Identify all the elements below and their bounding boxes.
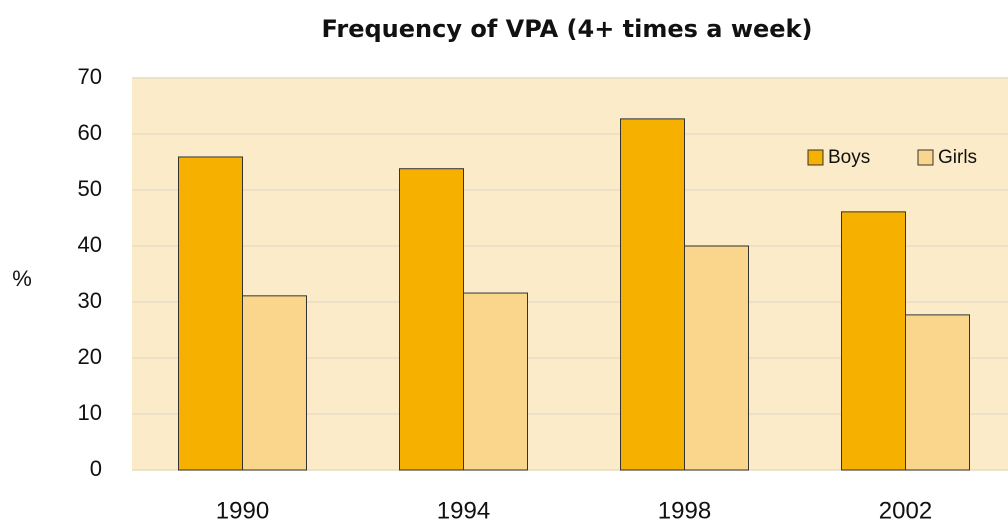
x-tick-label: 1994	[437, 497, 490, 524]
y-tick-label: 30	[78, 288, 102, 313]
bar	[463, 292, 528, 471]
chart-title: Frequency of VPA (4+ times a week)	[322, 15, 813, 43]
bar	[905, 314, 970, 471]
x-tick-label: 2002	[879, 497, 932, 524]
legend-label: Girls	[938, 147, 977, 168]
y-tick-label: 10	[78, 400, 102, 425]
legend-label: Boys	[828, 147, 870, 168]
y-tick-label: 40	[78, 232, 102, 257]
y-axis-label: %	[12, 266, 32, 291]
y-tick-label: 70	[78, 64, 102, 89]
bar	[841, 211, 906, 471]
bar	[399, 168, 464, 471]
bar	[620, 118, 685, 471]
x-tick-label: 1990	[216, 497, 269, 524]
legend-swatch	[917, 149, 934, 166]
y-tick-label: 60	[78, 120, 102, 145]
x-tick-label: 1998	[658, 497, 711, 524]
y-tick-label: 50	[78, 176, 102, 201]
y-tick-label: 0	[90, 456, 102, 481]
y-tick-label: 20	[78, 344, 102, 369]
bar	[242, 295, 307, 471]
legend-swatch	[807, 149, 824, 166]
bar	[178, 156, 243, 471]
bar	[684, 245, 749, 471]
